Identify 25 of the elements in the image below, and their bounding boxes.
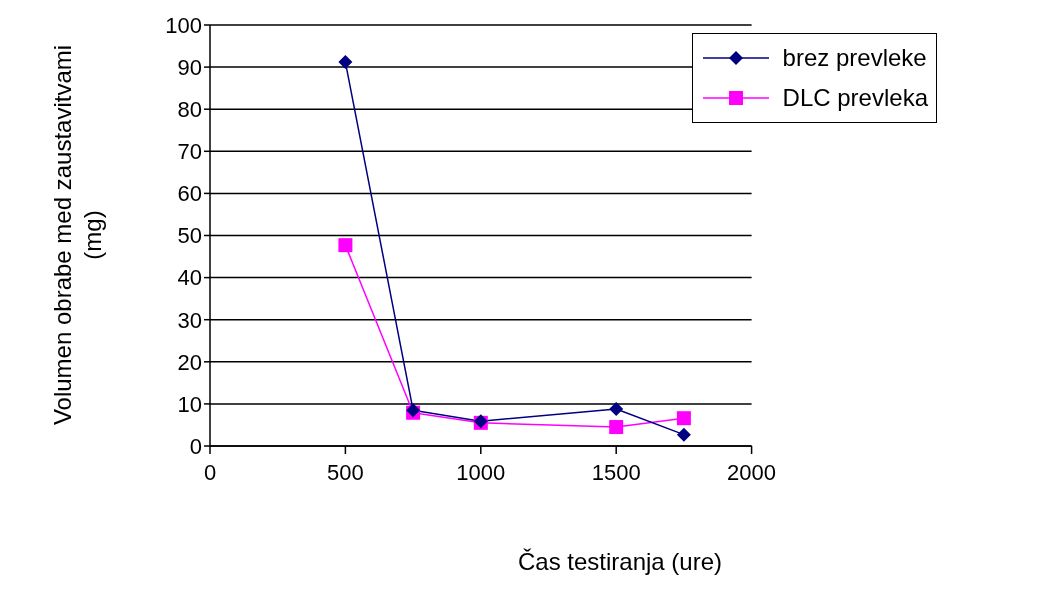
point [338, 238, 353, 253]
y-tick-label: 10 [177, 391, 202, 417]
y-tick-label: 70 [177, 139, 202, 165]
x-axis-title: Čas testiranja (ure) [516, 548, 724, 576]
y-tick-label: 50 [177, 223, 202, 249]
x-tick-label: 500 [327, 459, 364, 485]
point [609, 420, 624, 435]
legend-label: DLC prevleka [782, 84, 928, 112]
x-tick-label: 1000 [456, 459, 506, 485]
x-tick-label: 1500 [591, 459, 641, 485]
point [338, 55, 353, 70]
y-tick-label: 80 [177, 97, 202, 123]
point [676, 427, 691, 442]
y-tick-label: 30 [177, 307, 202, 333]
y-axis-title: Volumen obrabe med zaustavitvami (mg) [48, 43, 107, 428]
point [676, 411, 691, 426]
y-tick-label: 40 [177, 265, 202, 291]
y-tick-label: 20 [177, 349, 202, 375]
y-tick-label: 0 [189, 433, 202, 459]
y-tick-label: 100 [165, 12, 202, 38]
legend-label: brez prevleke [782, 44, 927, 72]
x-tick-label: 2000 [727, 459, 777, 485]
point [609, 401, 624, 416]
y-tick-label: 60 [177, 181, 202, 207]
y-tick-label: 90 [177, 54, 202, 80]
